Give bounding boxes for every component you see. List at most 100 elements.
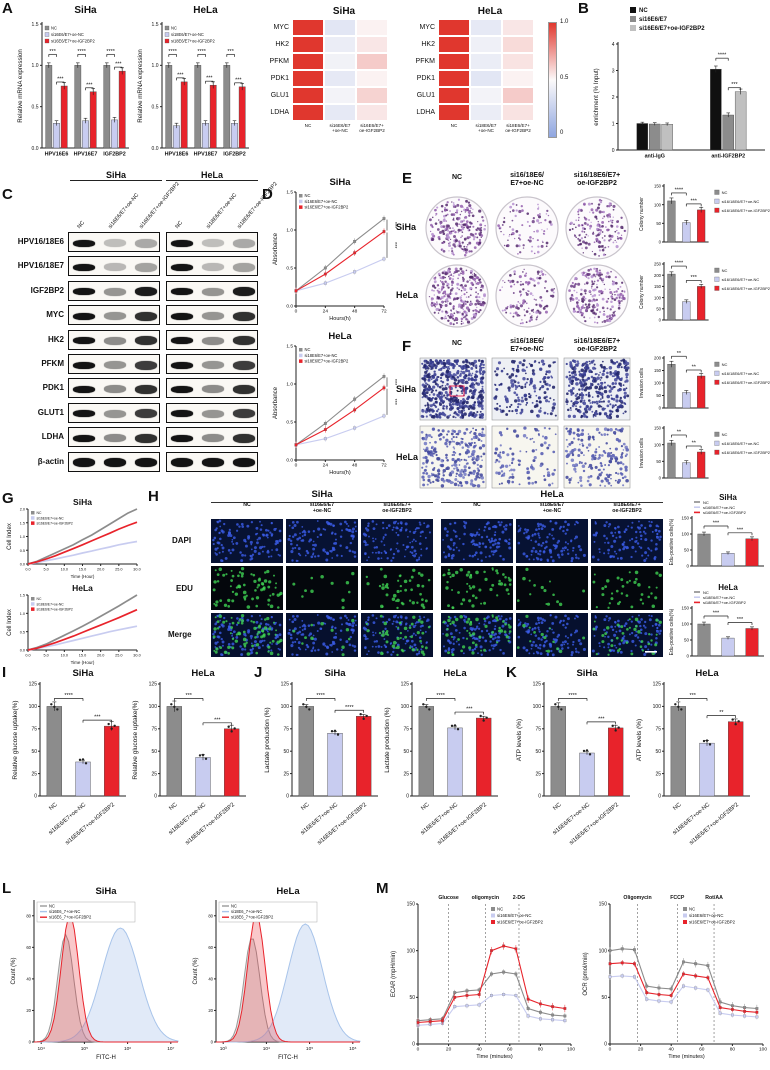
chart-rip-enrichment: 0 1 2 3 4 enrichment (% Input) anti-IgG anti-IG… <box>593 7 765 160</box>
svg-text:SiHa: SiHa <box>73 497 92 507</box>
svg-text:25.0: 25.0 <box>115 654 122 658</box>
blot-band <box>73 458 95 468</box>
blot-band <box>135 384 157 394</box>
svg-text:Relative mRNA expression: Relative mRNA expression <box>137 49 144 123</box>
heatmap-col-label: NC <box>304 123 312 128</box>
blot-band <box>171 410 193 418</box>
svg-text:HPV16E6: HPV16E6 <box>45 152 69 158</box>
svg-text:****: **** <box>675 261 684 267</box>
svg-text:0.0: 0.0 <box>25 654 30 658</box>
blot-band <box>104 336 126 345</box>
blot-band <box>233 409 255 419</box>
svg-text:anti-IgG: anti-IgG <box>645 154 665 160</box>
blot-band <box>135 360 157 370</box>
heatmap-cell <box>438 87 470 104</box>
svg-text:Cell Index: Cell Index <box>7 523 13 550</box>
svg-text:NC: NC <box>722 432 728 437</box>
heatmap-row-label: PDK1 <box>270 75 289 82</box>
colorbar-gradient <box>548 22 557 138</box>
heatmap-cell <box>502 70 534 87</box>
heatmap-cell <box>324 87 356 104</box>
heatmap-cell <box>470 70 502 87</box>
invasion-header-oeigf: si16/18E6/E7+ oe-IGF2BP2 <box>573 338 621 353</box>
colony-images <box>425 196 629 328</box>
svg-text:si16/18E6/E7+oe-IGF2BP2: si16/18E6/E7+oe-IGF2BP2 <box>722 286 770 291</box>
svg-text:si16/18E6/E7+oe-NC: si16/18E6/E7+oe-NC <box>722 441 760 446</box>
heatmap-row-label: GLU1 <box>416 92 435 99</box>
blot-band <box>171 434 193 442</box>
edu-col-siha-oeigf: si16E6/E7+ oe-IGF2BP2 <box>382 502 412 514</box>
svg-text:si18E6/E7+oe-NC: si18E6/E7+oe-NC <box>305 353 338 358</box>
edu-col-hela-oenc: si18E6/E7 +oe-NC <box>539 502 565 514</box>
svg-text:NC: NC <box>37 597 42 601</box>
heatmap-cell <box>502 53 534 70</box>
svg-text:***: *** <box>391 379 397 386</box>
blot-band <box>233 360 255 370</box>
blot-strip <box>68 402 160 423</box>
svg-text:si16E6/E7+oe-IGF2BP2: si16E6/E7+oe-IGF2BP2 <box>51 39 96 44</box>
svg-text:***: *** <box>235 77 242 83</box>
blot-strip <box>166 451 258 472</box>
blot-row-label: MYC <box>46 310 64 320</box>
blot-lane-label: si16E6/E7+oe-IGF2BP2 <box>138 181 181 230</box>
blot-band <box>202 409 224 418</box>
blot-row-label: IGF2BP2 <box>30 285 64 295</box>
svg-text:24: 24 <box>323 309 329 315</box>
blot-band <box>135 287 157 297</box>
heatmap-cell <box>502 104 534 121</box>
svg-text:si16/18E6/E7+oe-IGF2BP2: si16/18E6/E7+oe-IGF2BP2 <box>722 208 770 213</box>
svg-text:**: ** <box>677 351 682 357</box>
svg-text:1.5: 1.5 <box>286 190 293 196</box>
panel-label-a: A <box>2 0 13 17</box>
panel-label-f: F <box>402 338 412 355</box>
heatmap-cell <box>324 36 356 53</box>
svg-text:100: 100 <box>654 381 662 386</box>
blot-band <box>202 361 224 369</box>
svg-text:NC: NC <box>722 190 728 195</box>
blot-band <box>233 311 255 321</box>
svg-text:anti-IGF2BP2: anti-IGF2BP2 <box>711 154 745 160</box>
svg-text:0: 0 <box>295 463 298 469</box>
heatmap-cell <box>438 19 470 36</box>
heatmap-row-label: MYC <box>273 24 289 31</box>
blot-header-siha: SiHa <box>70 170 162 181</box>
heatmap-cell <box>438 70 470 87</box>
svg-text:100: 100 <box>654 202 662 207</box>
panel-label-k: K <box>506 664 517 681</box>
blot-band <box>171 263 193 271</box>
svg-text:si16/18E6/E7+oe-IGF2BP2: si16/18E6/E7+oe-IGF2BP2 <box>722 450 770 455</box>
svg-text:4: 4 <box>612 42 615 48</box>
blot-lane-label: NC <box>76 220 87 230</box>
blot-band <box>104 458 126 468</box>
blot-band <box>171 239 193 247</box>
svg-text:***: *** <box>391 222 397 229</box>
svg-text:Relative mRNA expression: Relative mRNA expression <box>17 49 24 123</box>
svg-text:30.0: 30.0 <box>133 654 140 658</box>
svg-text:48: 48 <box>352 309 358 315</box>
blot-band <box>73 263 95 271</box>
svg-text:1.0: 1.0 <box>20 612 25 616</box>
svg-text:1.0: 1.0 <box>20 535 25 539</box>
blot-band <box>104 287 126 296</box>
blot-band <box>202 434 224 443</box>
heatmap-cell <box>470 36 502 53</box>
heatmap-cell <box>502 36 534 53</box>
svg-text:1.5: 1.5 <box>20 594 25 598</box>
svg-text:***: *** <box>691 275 698 281</box>
heatmap-siha: SiHa MYC HK2 PFKM PDK1 GLU1 LDHA NC si16E6/E7 +o… <box>258 6 400 164</box>
svg-text:15.0: 15.0 <box>79 654 86 658</box>
heatmap-cell <box>438 53 470 70</box>
svg-text:0.0: 0.0 <box>20 563 25 567</box>
svg-text:1.5: 1.5 <box>286 344 293 350</box>
blot-strip <box>68 354 160 374</box>
heatmap-cell <box>470 19 502 36</box>
blot-band <box>135 458 157 468</box>
blot-band <box>104 239 126 247</box>
blot-band <box>73 239 95 247</box>
svg-text:IGF2BP2: IGF2BP2 <box>103 152 125 158</box>
